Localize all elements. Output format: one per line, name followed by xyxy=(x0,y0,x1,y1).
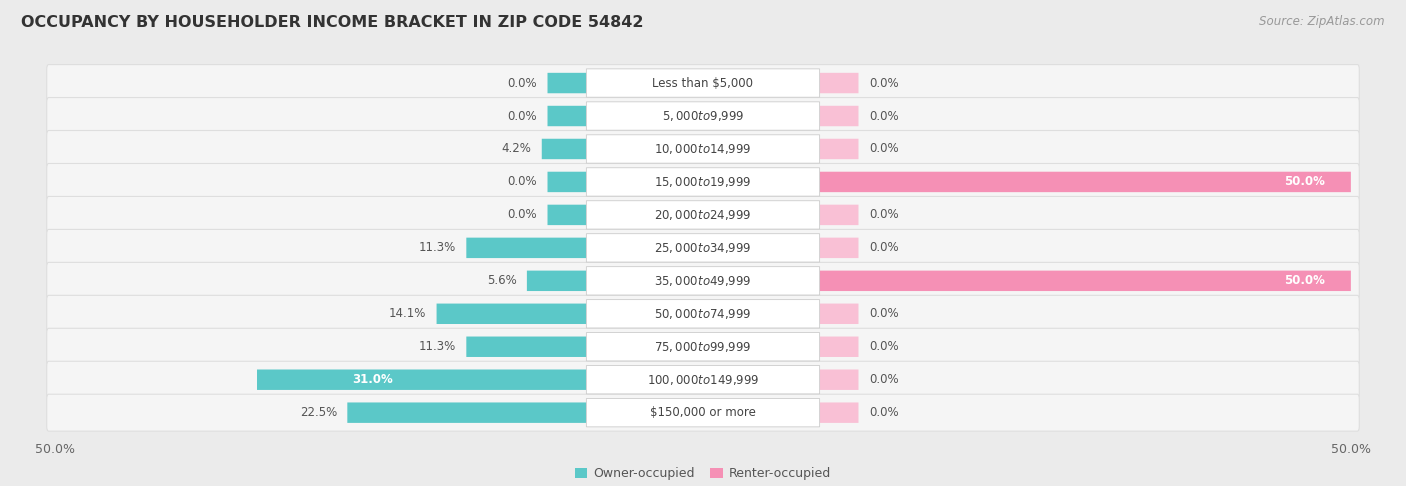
FancyBboxPatch shape xyxy=(820,369,859,390)
FancyBboxPatch shape xyxy=(820,139,859,159)
Text: $25,000 to $34,999: $25,000 to $34,999 xyxy=(654,241,752,255)
FancyBboxPatch shape xyxy=(437,304,586,324)
Text: 50.0%: 50.0% xyxy=(1284,274,1324,287)
Text: Less than $5,000: Less than $5,000 xyxy=(652,76,754,89)
FancyBboxPatch shape xyxy=(586,135,820,163)
Text: 0.0%: 0.0% xyxy=(508,208,537,222)
FancyBboxPatch shape xyxy=(820,205,859,225)
FancyBboxPatch shape xyxy=(547,205,586,225)
FancyBboxPatch shape xyxy=(467,238,586,258)
FancyBboxPatch shape xyxy=(46,262,1360,299)
FancyBboxPatch shape xyxy=(46,65,1360,102)
Text: 0.0%: 0.0% xyxy=(869,208,898,222)
Text: $15,000 to $19,999: $15,000 to $19,999 xyxy=(654,175,752,189)
FancyBboxPatch shape xyxy=(586,399,820,427)
FancyBboxPatch shape xyxy=(46,163,1360,200)
FancyBboxPatch shape xyxy=(820,304,859,324)
Text: 14.1%: 14.1% xyxy=(389,307,426,320)
Text: 0.0%: 0.0% xyxy=(508,76,537,89)
FancyBboxPatch shape xyxy=(586,168,820,196)
Text: $20,000 to $24,999: $20,000 to $24,999 xyxy=(654,208,752,222)
FancyBboxPatch shape xyxy=(257,369,586,390)
Text: $100,000 to $149,999: $100,000 to $149,999 xyxy=(647,373,759,387)
FancyBboxPatch shape xyxy=(820,402,859,423)
Text: 22.5%: 22.5% xyxy=(299,406,337,419)
FancyBboxPatch shape xyxy=(46,361,1360,398)
Text: $35,000 to $49,999: $35,000 to $49,999 xyxy=(654,274,752,288)
Text: $75,000 to $99,999: $75,000 to $99,999 xyxy=(654,340,752,354)
Text: $150,000 or more: $150,000 or more xyxy=(650,406,756,419)
Text: 0.0%: 0.0% xyxy=(869,340,898,353)
FancyBboxPatch shape xyxy=(586,332,820,361)
FancyBboxPatch shape xyxy=(46,131,1360,168)
Text: 0.0%: 0.0% xyxy=(869,406,898,419)
FancyBboxPatch shape xyxy=(547,106,586,126)
Text: 0.0%: 0.0% xyxy=(869,109,898,122)
FancyBboxPatch shape xyxy=(586,201,820,229)
FancyBboxPatch shape xyxy=(586,267,820,295)
Text: 11.3%: 11.3% xyxy=(419,242,456,254)
FancyBboxPatch shape xyxy=(586,234,820,262)
FancyBboxPatch shape xyxy=(467,336,586,357)
Legend: Owner-occupied, Renter-occupied: Owner-occupied, Renter-occupied xyxy=(575,468,831,481)
Text: 5.6%: 5.6% xyxy=(486,274,516,287)
FancyBboxPatch shape xyxy=(820,271,1351,291)
Text: 0.0%: 0.0% xyxy=(508,109,537,122)
Text: $50,000 to $74,999: $50,000 to $74,999 xyxy=(654,307,752,321)
Text: 50.0%: 50.0% xyxy=(1284,175,1324,189)
Text: 11.3%: 11.3% xyxy=(419,340,456,353)
FancyBboxPatch shape xyxy=(820,172,1351,192)
Text: 0.0%: 0.0% xyxy=(869,373,898,386)
Text: $5,000 to $9,999: $5,000 to $9,999 xyxy=(662,109,744,123)
FancyBboxPatch shape xyxy=(46,394,1360,431)
FancyBboxPatch shape xyxy=(547,73,586,93)
FancyBboxPatch shape xyxy=(586,299,820,328)
FancyBboxPatch shape xyxy=(46,229,1360,266)
FancyBboxPatch shape xyxy=(820,238,859,258)
Text: 31.0%: 31.0% xyxy=(352,373,392,386)
FancyBboxPatch shape xyxy=(347,402,586,423)
FancyBboxPatch shape xyxy=(46,295,1360,332)
Text: 0.0%: 0.0% xyxy=(869,242,898,254)
FancyBboxPatch shape xyxy=(586,69,820,97)
FancyBboxPatch shape xyxy=(527,271,586,291)
Text: 0.0%: 0.0% xyxy=(869,76,898,89)
Text: 4.2%: 4.2% xyxy=(502,142,531,156)
Text: Source: ZipAtlas.com: Source: ZipAtlas.com xyxy=(1260,15,1385,28)
FancyBboxPatch shape xyxy=(820,106,859,126)
FancyBboxPatch shape xyxy=(586,102,820,130)
Text: $10,000 to $14,999: $10,000 to $14,999 xyxy=(654,142,752,156)
FancyBboxPatch shape xyxy=(46,98,1360,135)
FancyBboxPatch shape xyxy=(46,196,1360,233)
Text: 0.0%: 0.0% xyxy=(869,307,898,320)
FancyBboxPatch shape xyxy=(820,336,859,357)
FancyBboxPatch shape xyxy=(820,73,859,93)
FancyBboxPatch shape xyxy=(586,365,820,394)
FancyBboxPatch shape xyxy=(547,172,586,192)
FancyBboxPatch shape xyxy=(541,139,586,159)
Text: 0.0%: 0.0% xyxy=(869,142,898,156)
Text: OCCUPANCY BY HOUSEHOLDER INCOME BRACKET IN ZIP CODE 54842: OCCUPANCY BY HOUSEHOLDER INCOME BRACKET … xyxy=(21,15,644,30)
FancyBboxPatch shape xyxy=(46,328,1360,365)
Text: 0.0%: 0.0% xyxy=(508,175,537,189)
